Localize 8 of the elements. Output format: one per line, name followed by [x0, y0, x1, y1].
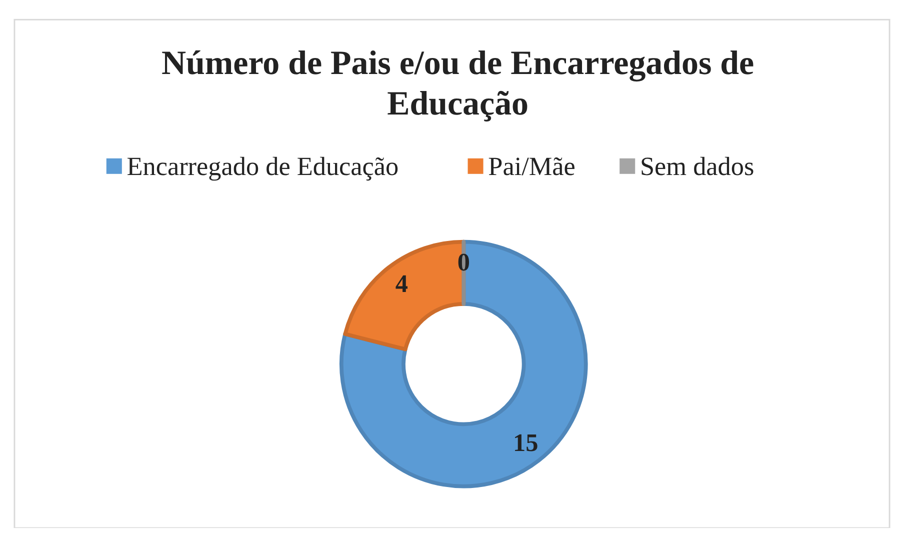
legend-label: Pai/Mãe — [488, 152, 576, 181]
data-label: 4 — [395, 270, 408, 298]
legend-label: Sem dados — [640, 152, 754, 181]
chart-title: Número de Pais e/ou de Encarregados de Educação — [162, 44, 754, 123]
donut-slice — [339, 240, 588, 488]
legend-label: Encarregado de Educação — [126, 152, 399, 181]
text: 0 — [457, 250, 470, 277]
data-label: 15 — [513, 430, 538, 458]
